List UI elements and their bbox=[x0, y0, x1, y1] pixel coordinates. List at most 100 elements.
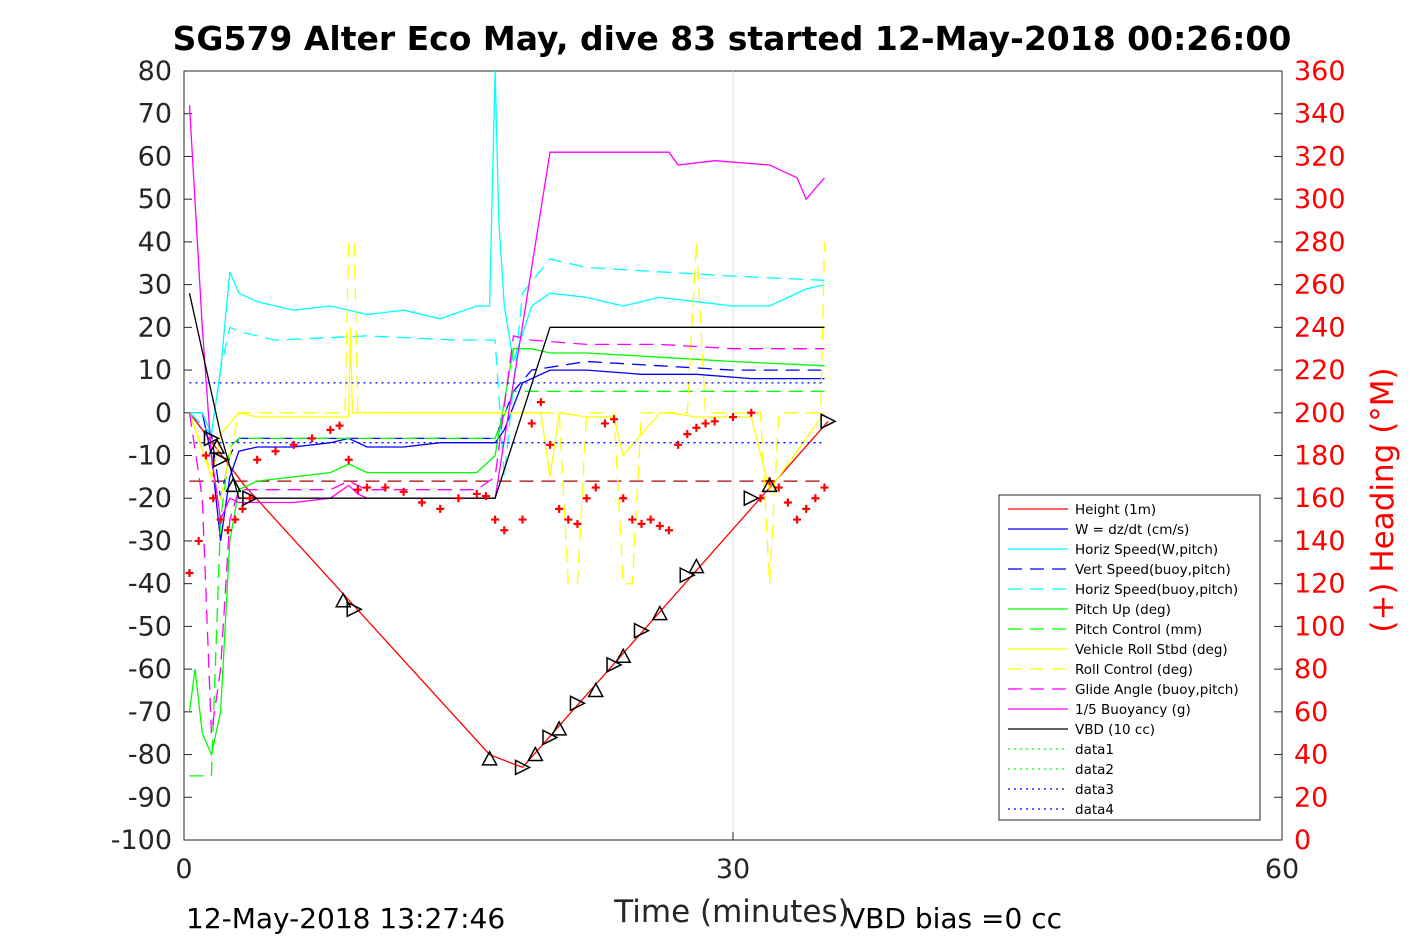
y-tick-label: -10 bbox=[128, 441, 172, 472]
y-tick-label: 50 bbox=[138, 184, 172, 215]
y-right-tick-label: 180 bbox=[1294, 441, 1346, 472]
y-right-tick-label: 200 bbox=[1294, 398, 1346, 429]
heading-point bbox=[564, 515, 573, 524]
y-tick-label: 60 bbox=[138, 141, 172, 172]
series-line-11 bbox=[188, 293, 825, 499]
heading-point bbox=[436, 504, 445, 513]
triangle-marker bbox=[761, 476, 778, 493]
y-right-tick-label: 260 bbox=[1294, 270, 1346, 301]
heading-point bbox=[701, 419, 710, 428]
heading-point bbox=[194, 536, 203, 545]
y-right-tick-label: 100 bbox=[1294, 611, 1346, 642]
heading-point bbox=[710, 417, 719, 426]
y-right-tick-label: 0 bbox=[1294, 825, 1311, 856]
legend-label: Horiz Speed(W,pitch) bbox=[1075, 542, 1218, 558]
y-right-tick-label: 160 bbox=[1294, 483, 1346, 514]
y-right-tick-label: 240 bbox=[1294, 312, 1346, 343]
legend-label: Horiz Speed(buoy,pitch) bbox=[1075, 582, 1238, 598]
legend-label: 1/5 Buoyancy (g) bbox=[1075, 702, 1191, 718]
triangle-marker bbox=[225, 476, 242, 493]
legend-label: Pitch Control (mm) bbox=[1075, 622, 1202, 638]
triangle-marker bbox=[651, 604, 669, 621]
y-tick-label: -90 bbox=[128, 782, 172, 813]
heading-point bbox=[637, 519, 646, 528]
heading-point bbox=[353, 485, 362, 494]
footer-vbd-bias: VBD bias =0 cc bbox=[846, 902, 1062, 935]
heading-point bbox=[454, 494, 463, 503]
y-right-tick-label: 300 bbox=[1294, 184, 1346, 215]
y-tick-label: -40 bbox=[128, 569, 172, 600]
footer-timestamp: 12-May-2018 13:27:46 bbox=[186, 902, 505, 935]
legend-label: Vehicle Roll Stbd (deg) bbox=[1075, 642, 1228, 658]
triangle-marker bbox=[614, 647, 632, 664]
series-line-8 bbox=[188, 241, 826, 585]
heading-point bbox=[600, 419, 609, 428]
triangle-marker bbox=[242, 490, 259, 507]
heading-point bbox=[793, 515, 802, 524]
x-tick-label: 30 bbox=[716, 854, 750, 885]
heading-point bbox=[500, 526, 509, 535]
series-line-4 bbox=[189, 258, 825, 477]
legend-label: Roll Control (deg) bbox=[1075, 662, 1193, 678]
heading-point bbox=[674, 440, 683, 449]
heading-point bbox=[238, 504, 247, 513]
y-tick-label: -30 bbox=[128, 526, 172, 557]
heading-point bbox=[591, 483, 600, 492]
heading-point bbox=[399, 487, 408, 496]
heading-point bbox=[747, 408, 756, 417]
heading-points bbox=[185, 398, 829, 577]
heading-point bbox=[527, 419, 536, 428]
heading-point bbox=[363, 483, 371, 492]
heading-point bbox=[573, 519, 582, 528]
legend-label: VBD (10 cc) bbox=[1075, 722, 1155, 738]
y-tick-label: -20 bbox=[128, 483, 172, 514]
series-line-9 bbox=[188, 335, 825, 734]
heading-point bbox=[491, 515, 500, 524]
triangle-marker bbox=[481, 750, 498, 766]
heading-point bbox=[381, 483, 390, 492]
y-right-tick-label: 360 bbox=[1294, 56, 1346, 87]
heading-point bbox=[308, 434, 317, 443]
triangle-marker bbox=[743, 490, 760, 507]
y-tick-label: 80 bbox=[138, 56, 172, 87]
y-right-tick-label: 80 bbox=[1294, 654, 1328, 685]
triangle-marker bbox=[587, 681, 605, 698]
y-tick-label: -50 bbox=[128, 611, 172, 642]
heading-point bbox=[628, 515, 637, 524]
y-right-tick-label: 220 bbox=[1294, 355, 1346, 386]
triangle-marker bbox=[688, 557, 705, 574]
heading-point bbox=[216, 515, 225, 524]
triangle-marker bbox=[334, 592, 352, 608]
heading-point bbox=[201, 451, 210, 460]
heading-point bbox=[271, 447, 280, 456]
legend-label: data2 bbox=[1075, 762, 1114, 778]
triangle-marker bbox=[346, 601, 363, 618]
heading-point bbox=[820, 483, 829, 492]
y-right-tick-label: 140 bbox=[1294, 526, 1346, 557]
triangle-marker bbox=[606, 656, 623, 674]
heading-point bbox=[646, 515, 655, 524]
triangle-marker bbox=[203, 430, 221, 447]
series-line-5 bbox=[188, 348, 825, 757]
legend-label: data1 bbox=[1075, 742, 1114, 758]
series-line-2 bbox=[189, 70, 825, 437]
triangle-marker bbox=[550, 720, 568, 736]
heading-point bbox=[472, 489, 481, 498]
y-right-tick-label: 40 bbox=[1294, 740, 1328, 771]
y-axis-left-ticks: 80 70 60 50 40 30 20 10 0 -10 -20 -30 -40 -50 -60 -70 -8… bbox=[111, 56, 192, 856]
heading-point bbox=[231, 515, 240, 524]
series-line-7 bbox=[188, 327, 826, 492]
heading-point bbox=[253, 455, 262, 464]
heading-point bbox=[664, 526, 673, 535]
heading-point bbox=[481, 492, 490, 501]
heading-point bbox=[655, 521, 664, 530]
y-tick-label: 10 bbox=[138, 355, 172, 386]
triangle-marker bbox=[820, 413, 837, 430]
heading-point bbox=[729, 413, 737, 422]
y-tick-label: 40 bbox=[138, 227, 172, 258]
chart-title: SG579 Alter Eco May, dive 83 started 12-… bbox=[173, 19, 1292, 58]
y-right-tick-label: 120 bbox=[1294, 569, 1346, 600]
y-tick-label: 20 bbox=[138, 312, 172, 343]
legend-label: Height (1m) bbox=[1075, 502, 1156, 518]
